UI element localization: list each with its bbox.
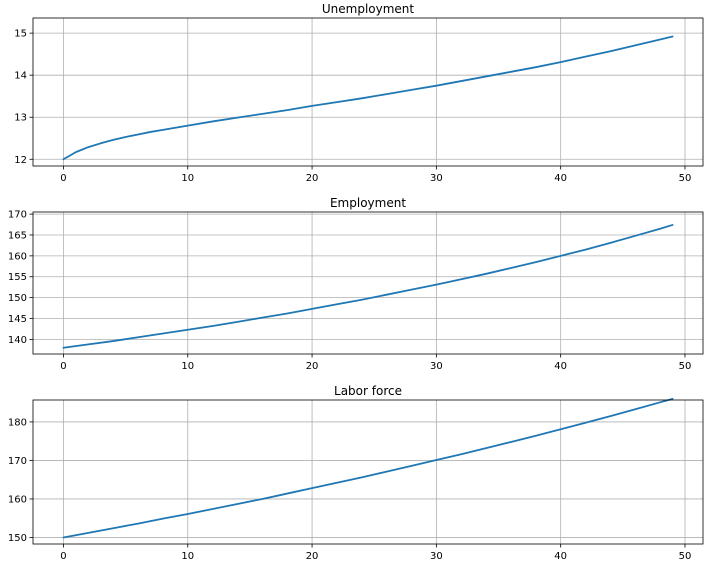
x-tick-label: 10 <box>181 361 194 372</box>
y-tick-label: 150 <box>8 533 27 544</box>
y-tick-label: 170 <box>8 456 27 467</box>
x-tick-label: 30 <box>430 173 443 184</box>
x-tick-label: 50 <box>679 361 692 372</box>
y-tick-label: 150 <box>8 293 27 304</box>
y-tick-label: 155 <box>8 272 27 283</box>
x-tick-label: 40 <box>554 173 567 184</box>
x-tick-label: 0 <box>60 361 66 372</box>
axes-frame <box>32 399 704 545</box>
x-tick-label: 20 <box>306 551 319 562</box>
series-line <box>62 397 674 539</box>
x-tick-label: 20 <box>306 173 319 184</box>
x-tick-label: 50 <box>679 173 692 184</box>
y-tick-label: 13 <box>14 113 27 124</box>
x-tick-label: 10 <box>181 173 194 184</box>
axes-frame <box>32 211 704 355</box>
chart-title: Employment <box>330 196 406 210</box>
y-tick-label: 180 <box>8 417 27 428</box>
x-tick-label: 0 <box>60 551 66 562</box>
y-tick-label: 170 <box>8 210 27 221</box>
y-tick-label: 160 <box>8 494 27 505</box>
x-tick-label: 0 <box>60 173 66 184</box>
axes-frame <box>32 17 704 167</box>
x-tick-label: 40 <box>554 361 567 372</box>
x-tick-label: 40 <box>554 551 567 562</box>
series-line <box>62 35 674 161</box>
y-tick-label: 12 <box>14 155 27 166</box>
x-tick-label: 10 <box>181 551 194 562</box>
subplot-2: 0 10 20 30 40 50 140 145 150 155 160 165 170 Employme… <box>8 196 704 372</box>
x-tick-label: 30 <box>430 551 443 562</box>
y-tick-label: 15 <box>14 29 27 40</box>
x-tick-label: 20 <box>306 361 319 372</box>
y-tick-label: 140 <box>8 335 27 346</box>
chart-title: Unemployment <box>322 2 415 16</box>
series-line <box>62 224 674 349</box>
y-tick-label: 14 <box>14 71 27 82</box>
x-tick-label: 30 <box>430 361 443 372</box>
subplot-1: 0 10 20 30 40 50 12 13 14 15 Unemployment <box>14 2 704 184</box>
subplots: 0 10 20 30 40 50 12 13 14 15 Unemployment 0 10 20 30 40… <box>8 2 704 562</box>
y-tick-label: 165 <box>8 230 27 241</box>
y-tick-label: 160 <box>8 251 27 262</box>
x-tick-label: 50 <box>679 551 692 562</box>
y-tick-label: 145 <box>8 314 27 325</box>
chart-title: Labor force <box>334 384 402 398</box>
subplot-3: 0 10 20 30 40 50 150 160 170 180 Labor force <box>8 384 704 562</box>
